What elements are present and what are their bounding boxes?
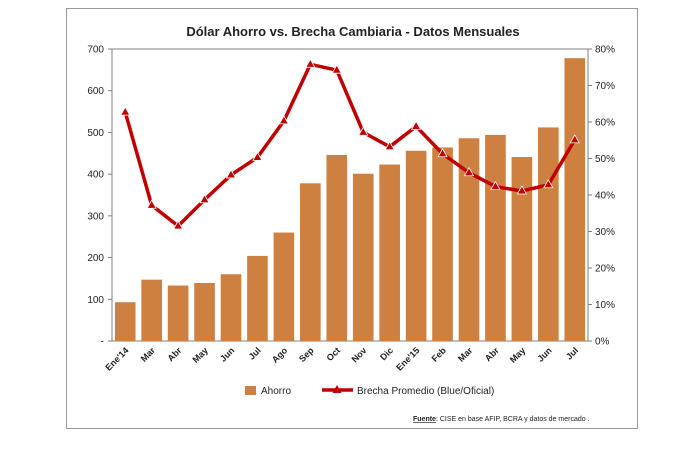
x-tick-14: Abr bbox=[483, 345, 501, 363]
bar-ahorro-13 bbox=[458, 138, 480, 341]
bar-ahorro-5 bbox=[247, 255, 268, 341]
y-left-tick-0: - bbox=[101, 337, 104, 348]
x-tick-2: Abr bbox=[165, 345, 183, 363]
x-tick-7: Sep bbox=[297, 345, 316, 364]
bar-ahorro-4 bbox=[220, 274, 242, 341]
legend-swatch-ahorro bbox=[245, 386, 256, 395]
line-brecha bbox=[123, 62, 577, 228]
y-left-tick-3: 300 bbox=[87, 211, 104, 222]
point-brecha-11 bbox=[410, 120, 422, 130]
point-brecha-1 bbox=[146, 199, 157, 209]
x-tick-16: Jun bbox=[535, 345, 553, 363]
x-tick-11: Ene'15 bbox=[394, 345, 421, 372]
y-left-tick-2: 200 bbox=[87, 253, 104, 264]
point-brecha-12 bbox=[437, 147, 448, 158]
point-brecha-6 bbox=[278, 115, 290, 125]
legend-label-ahorro: Ahorro bbox=[261, 386, 291, 397]
bar-ahorro-15 bbox=[511, 157, 533, 341]
x-tick-17: Jul bbox=[564, 345, 580, 361]
bar-ahorro-6 bbox=[273, 232, 295, 341]
x-tick-1: Mar bbox=[139, 345, 158, 364]
bar-ahorro-2 bbox=[167, 285, 189, 341]
source-text: : CISE en base AFIP, BCRA y datos de mer… bbox=[436, 416, 590, 423]
bar-ahorro-9 bbox=[352, 173, 374, 341]
bar-ahorro-17 bbox=[564, 58, 586, 341]
y-right-tick-4: 40% bbox=[595, 191, 615, 202]
point-brecha-7 bbox=[305, 58, 316, 68]
line-group bbox=[120, 58, 580, 230]
bar-ahorro-1 bbox=[141, 279, 162, 341]
bar-ahorro-7 bbox=[300, 183, 321, 341]
y-left-tick-5: 500 bbox=[87, 128, 104, 139]
y-left-tick-1: 100 bbox=[87, 295, 104, 306]
chart-title: Dólar Ahorro vs. Brecha Cambiaria - Dato… bbox=[186, 24, 519, 39]
x-tick-9: Nov bbox=[350, 345, 369, 364]
bar-ahorro-12 bbox=[432, 147, 453, 341]
bar-ahorro-16 bbox=[538, 127, 559, 342]
bar-ahorro-0 bbox=[114, 302, 136, 341]
point-brecha-16 bbox=[543, 178, 554, 189]
x-tick-3: May bbox=[191, 345, 210, 364]
legend: Ahorro Brecha Promedio (Blue/Oficial) bbox=[245, 385, 494, 397]
point-brecha-17 bbox=[569, 134, 580, 144]
legend-marker-brecha bbox=[332, 385, 342, 393]
point-brecha-3 bbox=[199, 193, 210, 204]
chart-frame: Dólar Ahorro vs. Brecha Cambiaria - Dato… bbox=[66, 8, 638, 429]
y-left-tick-7: 700 bbox=[87, 45, 104, 56]
chart-canvas: Dólar Ahorro vs. Brecha Cambiaria - Dato… bbox=[87, 24, 615, 423]
source-label: Fuente bbox=[413, 416, 436, 423]
y-right-tick-1: 10% bbox=[595, 300, 615, 311]
y-right-tick-5: 50% bbox=[595, 154, 615, 165]
bar-ahorro-3 bbox=[194, 283, 215, 341]
point-brecha-15 bbox=[516, 185, 528, 195]
bar-ahorro-8 bbox=[326, 154, 348, 341]
point-brecha-5 bbox=[252, 151, 263, 161]
x-tick-10: Dic bbox=[378, 345, 395, 362]
point-brecha-4 bbox=[225, 169, 237, 179]
x-tick-8: Oct bbox=[325, 345, 343, 363]
bars-group bbox=[114, 58, 586, 342]
y-right-tick-0: 0% bbox=[595, 337, 610, 348]
point-brecha-2 bbox=[172, 220, 184, 230]
point-brecha-14 bbox=[490, 180, 501, 191]
y-right-tick-2: 20% bbox=[595, 264, 615, 275]
y-right-tick-3: 30% bbox=[595, 227, 615, 238]
x-tick-13: Mar bbox=[456, 345, 475, 364]
bar-ahorro-11 bbox=[405, 150, 427, 341]
bar-ahorro-10 bbox=[379, 164, 400, 341]
source-line: Fuente: CISE en base AFIP, BCRA y datos … bbox=[413, 416, 590, 423]
x-tick-15: May bbox=[508, 345, 527, 364]
y-right-tick-8: 80% bbox=[595, 45, 615, 56]
point-brecha-8 bbox=[331, 64, 342, 74]
point-brecha-0 bbox=[120, 106, 131, 116]
y-right-tick-7: 70% bbox=[595, 81, 615, 92]
x-tick-5: Jul bbox=[247, 345, 263, 361]
legend-label-brecha: Brecha Promedio (Blue/Oficial) bbox=[357, 386, 494, 397]
y-left-tick-6: 600 bbox=[87, 86, 104, 97]
x-tick-12: Feb bbox=[430, 345, 449, 364]
bar-ahorro-14 bbox=[485, 134, 506, 341]
point-brecha-10 bbox=[384, 141, 395, 151]
y-left-tick-4: 400 bbox=[87, 170, 104, 181]
x-tick-0: Ene'14 bbox=[103, 345, 130, 372]
y-right-tick-6: 60% bbox=[595, 118, 615, 129]
x-tick-6: Ago bbox=[270, 345, 290, 365]
point-brecha-9 bbox=[358, 126, 369, 136]
point-brecha-13 bbox=[463, 166, 475, 177]
x-tick-4: Jun bbox=[218, 345, 236, 363]
source-note: Fuente: CISE en base AFIP, BCRA y datos … bbox=[413, 416, 590, 423]
